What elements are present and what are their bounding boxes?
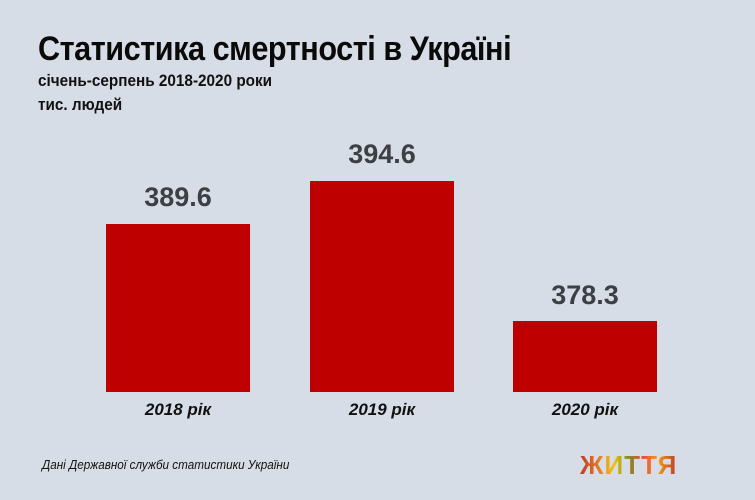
category-label-2019: 2019 рік <box>348 400 416 419</box>
category-label-2018: 2018 рік <box>144 400 212 419</box>
value-label-2019: 394.6 <box>348 139 416 169</box>
chart-subtitle: січень-серпень 2018-2020 роки <box>38 71 273 90</box>
value-label-2020: 378.3 <box>551 280 619 310</box>
bar-2018 <box>106 224 250 392</box>
source-note: Дані Державної служби статистики України <box>42 457 290 472</box>
value-label-2018: 389.6 <box>144 182 212 212</box>
chart-title: Статистика смертності в Україні <box>38 30 512 68</box>
bar-2020 <box>513 321 657 392</box>
bar-2019 <box>310 181 454 392</box>
brand-logo: ЖИТТЯ <box>580 450 678 480</box>
units-label: тис. людей <box>38 95 123 114</box>
category-label-2020: 2020 рік <box>551 400 619 419</box>
